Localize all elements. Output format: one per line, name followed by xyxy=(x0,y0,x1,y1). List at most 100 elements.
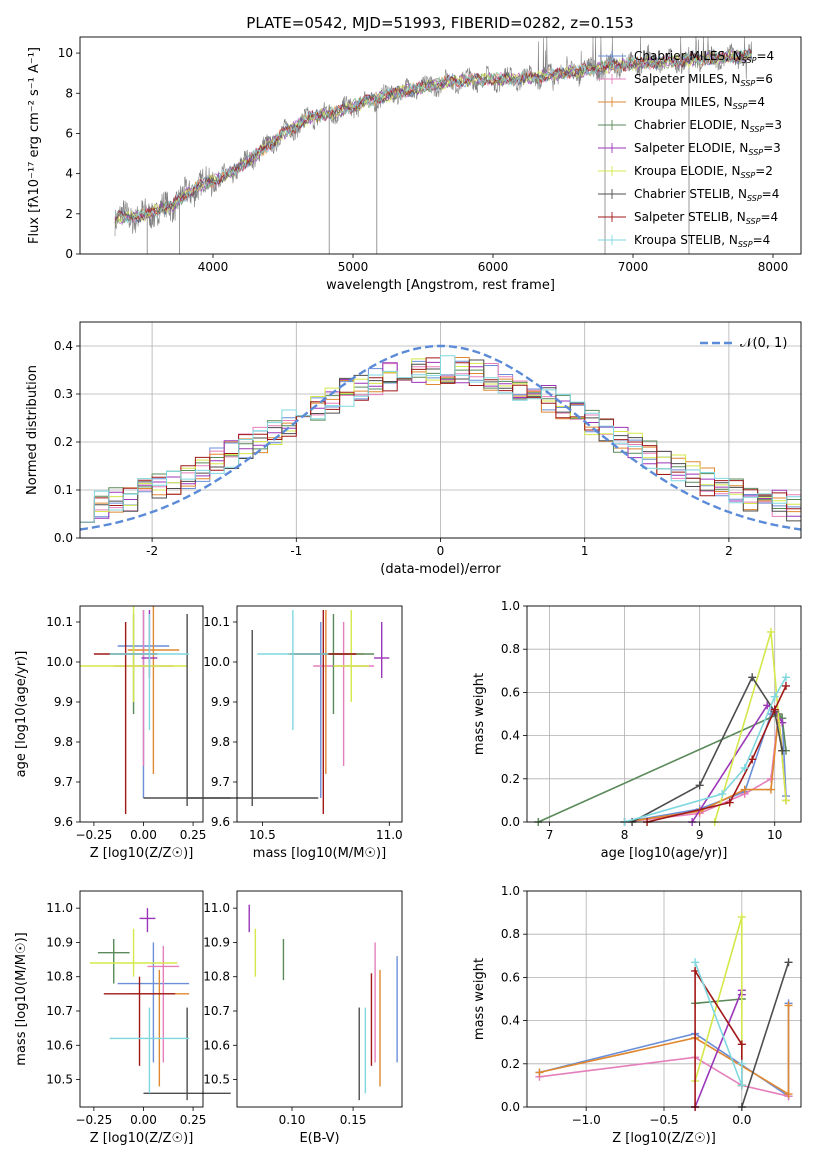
weight-line xyxy=(646,685,787,823)
x-tick-label: 6000 xyxy=(478,260,509,274)
weight-marker xyxy=(725,798,734,807)
x-axis-label: mass [log10(M/M☉)] xyxy=(253,846,386,861)
axes-frame xyxy=(79,321,802,539)
x-tick-label: 11.0 xyxy=(376,828,403,842)
x-tick-label: −0.25 xyxy=(75,828,112,842)
weight-marker xyxy=(737,1081,746,1090)
y-tick-label: 9.8 xyxy=(211,735,230,749)
x-tick-label: -2 xyxy=(146,544,158,558)
y-axis-label: Flux [fλ10⁻¹⁷ erg cm⁻² s⁻¹ A⁻¹] xyxy=(27,47,42,244)
legend-entry: Salpeter STELIB, NSSP=4 xyxy=(634,210,778,226)
weight-line xyxy=(694,962,743,1086)
mass-vs-z-panel: −0.25 0.00 0.25 10.5 10.6 10.7 10.8 10.9 11.0 Z [… xyxy=(14,890,231,1146)
weight-marker xyxy=(737,912,746,921)
x-tick-label: -1 xyxy=(290,544,302,558)
y-tick-label: 0.0 xyxy=(501,815,520,829)
weight-marker xyxy=(781,673,790,682)
weight-marker xyxy=(718,789,727,798)
x-tick-label: 1 xyxy=(581,544,589,558)
x-tick-label: 0 xyxy=(437,544,445,558)
y-tick-label: 0.0 xyxy=(54,531,73,545)
weight-line xyxy=(624,712,787,823)
legend-entry: Chabrier ELODIE, NSSP=3 xyxy=(634,118,782,134)
figure-title: PLATE=0542, MJD=51993, FIBERID=0282, z=0… xyxy=(246,14,633,32)
x-tick-label: 5000 xyxy=(338,260,369,274)
axes-frame xyxy=(526,605,802,823)
y-tick-label: 10 xyxy=(58,46,73,60)
weight-marker xyxy=(695,781,704,790)
weight-marker xyxy=(766,627,775,636)
weight-marker xyxy=(737,1059,746,1068)
legend-entry: 𝒩(0, 1) xyxy=(740,336,787,351)
y-tick-label: 0.4 xyxy=(54,339,73,353)
x-axis-label: Z [log10(Z/Z☉)] xyxy=(90,846,194,861)
legend-entry: Chabrier MILES, NSSP=4 xyxy=(634,49,774,65)
axes-frame xyxy=(79,36,802,255)
y-tick-label: 10.6 xyxy=(203,1038,230,1052)
y-tick-label: 10.9 xyxy=(203,935,230,949)
age-vs-mass-panel: 10.5 11.0 9.6 9.7 9.8 9.9 10.0 10.1 mass [log10(… xyxy=(186,605,403,861)
y-tick-label: 9.7 xyxy=(211,775,230,789)
weight-line xyxy=(539,1056,789,1097)
y-tick-label: 9.9 xyxy=(54,695,73,709)
y-tick-label: 9.6 xyxy=(211,815,230,829)
y-axis-label: Normed distribution xyxy=(25,365,40,495)
legend-entry: Kroupa MILES, NSSP=4 xyxy=(634,95,765,111)
weight-line xyxy=(624,713,787,823)
weight-marker xyxy=(784,958,793,967)
y-axis-label: mass weight xyxy=(472,958,487,1040)
weight-marker xyxy=(778,746,787,755)
y-axis-label: mass [log10(M/M☉)] xyxy=(14,932,29,1065)
x-axis-label: age [log10(age/yr)] xyxy=(601,846,728,861)
y-tick-label: 10.7 xyxy=(46,1004,73,1018)
x-tick-label: 0.0 xyxy=(732,1113,751,1127)
y-tick-label: 0.0 xyxy=(501,1100,520,1114)
gaussian-curve xyxy=(79,344,802,531)
weight-marker xyxy=(784,1090,793,1099)
y-tick-label: 0.8 xyxy=(501,927,520,941)
y-tick-label: 10.0 xyxy=(46,655,73,669)
mass-vs-ebv-panel: 0.10 0.15 10.5 10.6 10.7 10.8 10.9 11.0 E(B-V) xyxy=(203,890,403,1146)
x-tick-label: 0.10 xyxy=(279,1113,306,1127)
y-tick-label: 11.0 xyxy=(46,901,73,915)
y-tick-label: 11.0 xyxy=(203,901,230,915)
y-tick-label: 9.7 xyxy=(54,775,73,789)
y-tick-label: 9.6 xyxy=(54,815,73,829)
y-axis-label: mass weight xyxy=(472,673,487,755)
x-tick-label: 4000 xyxy=(198,260,229,274)
y-tick-label: 10.8 xyxy=(203,970,230,984)
axes-frame xyxy=(236,890,403,1108)
y-tick-label: 8 xyxy=(65,86,73,100)
legend-entry: Salpeter ELODIE, NSSP=3 xyxy=(634,141,781,157)
weight-marker xyxy=(535,1068,544,1077)
legend-entry: Salpeter MILES, NSSP=6 xyxy=(634,72,773,88)
x-tick-label: −0.25 xyxy=(75,1113,112,1127)
weight-marker xyxy=(781,681,790,690)
weight-marker xyxy=(766,774,775,783)
y-tick-label: 0.1 xyxy=(54,483,73,497)
weight-marker xyxy=(770,705,779,714)
y-tick-label: 10.5 xyxy=(46,1073,73,1087)
y-tick-label: 10.9 xyxy=(46,935,73,949)
y-tick-label: 10.7 xyxy=(203,1004,230,1018)
x-tick-label: −1.0 xyxy=(572,1113,601,1127)
weight-vs-age-panel: 7 8 9 10 0.0 0.2 0.4 0.6 0.8 1.0 age [log10(age/yr… xyxy=(472,599,802,861)
weight-marker xyxy=(781,796,790,805)
x-axis-label: (data-model)/error xyxy=(380,562,501,577)
y-tick-label: 0.6 xyxy=(501,685,520,699)
y-tick-label: 10.1 xyxy=(46,615,73,629)
x-tick-label: 0.15 xyxy=(340,1113,367,1127)
y-tick-label: 0.6 xyxy=(501,970,520,984)
weight-marker xyxy=(740,764,749,772)
x-tick-label: 8000 xyxy=(758,260,789,274)
weight-line xyxy=(624,716,783,823)
model-spectrum xyxy=(114,48,753,224)
x-tick-label: 8 xyxy=(621,828,629,842)
x-tick-label: 7 xyxy=(546,828,554,842)
weight-marker xyxy=(737,1040,746,1049)
weight-marker xyxy=(770,692,779,701)
x-tick-label: 0.00 xyxy=(130,1113,157,1127)
x-tick-label: −0.5 xyxy=(649,1113,678,1127)
x-tick-label: 10 xyxy=(767,828,782,842)
